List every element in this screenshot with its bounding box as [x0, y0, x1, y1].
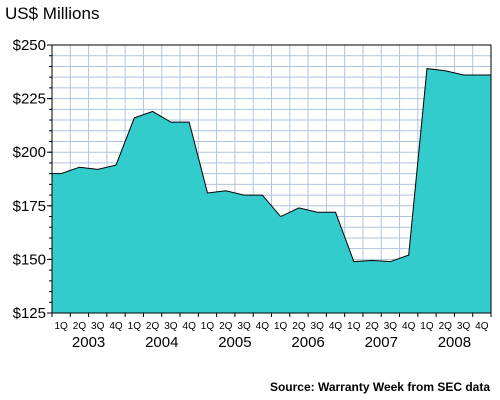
x-quarter-label: 1Q [54, 321, 68, 332]
y-axis: $125 $150 $175 $200 $225 $250 [13, 37, 52, 322]
x-quarter-label: 1Q [128, 321, 142, 332]
x-quarter-label: 1Q [274, 321, 288, 332]
x-quarter-label: 1Q [201, 321, 215, 332]
x-axis: 1Q 2Q 3Q 4Q 1Q 2Q 3Q 4Q 1Q 2Q 3Q 4Q 1Q 2Q 3Q 4Q 1Q 2Q 3Q 4Q… [51, 313, 492, 351]
x-quarter-label: 4Q [183, 321, 197, 332]
x-quarter-label: 2Q [292, 321, 306, 332]
x-quarter-label: 2Q [365, 321, 379, 332]
plot-frame [51, 44, 492, 314]
series-area [51, 68, 492, 314]
x-quarter-label: 3Q [311, 321, 325, 332]
x-quarter-label: 3Q [457, 321, 471, 332]
x-quarter-label: 2Q [73, 321, 87, 332]
x-year-label: 2008 [438, 334, 471, 351]
chart-title: US$ Millions [5, 4, 99, 23]
x-quarter-label: 4Q [256, 321, 270, 332]
x-quarter-label: 1Q [420, 321, 434, 332]
x-quarter-label: 2Q [219, 321, 233, 332]
y-tick-label: $175 [13, 198, 46, 215]
y-tick-label: $125 [13, 305, 46, 322]
x-quarter-label: 3Q [91, 321, 105, 332]
x-year-label: 2005 [218, 334, 251, 351]
y-tick-label: $200 [13, 144, 46, 161]
y-tick-label: $150 [13, 251, 46, 268]
x-quarter-label: 3Q [237, 321, 251, 332]
x-year-label: 2004 [145, 334, 178, 351]
y-tick-label: $250 [13, 37, 46, 54]
x-quarter-label: 4Q [329, 321, 343, 332]
y-tick-label: $225 [13, 91, 46, 108]
x-year-label: 2007 [365, 334, 398, 351]
x-quarter-label: 4Q [402, 321, 416, 332]
x-year-label: 2003 [72, 334, 105, 351]
x-year-label: 2006 [291, 334, 324, 351]
x-quarter-label: 2Q [146, 321, 160, 332]
x-quarter-label: 4Q [475, 321, 489, 332]
x-quarter-label: 3Q [164, 321, 178, 332]
x-quarter-label: 4Q [109, 321, 123, 332]
x-quarter-label: 3Q [384, 321, 398, 332]
x-quarter-label: 1Q [347, 321, 361, 332]
source-note: Source: Warranty Week from SEC data [270, 380, 490, 394]
x-quarter-label: 2Q [439, 321, 453, 332]
